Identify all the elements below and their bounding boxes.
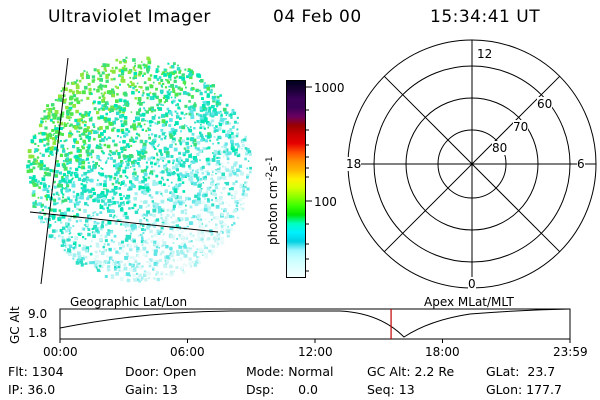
time-tick-1800: 18:00 (425, 345, 460, 359)
orbit-altitude-curve (59, 308, 571, 338)
orbit-plot-frame (59, 308, 571, 340)
apex-mlat-mlt-label: Apex MLat/MLT (424, 295, 514, 309)
geographic-latitude-value: GLat: 23.7 (486, 364, 556, 379)
colorbar-tick-100: 100 (314, 195, 337, 209)
uv-intensity-dots (26, 56, 252, 283)
time-tick-2359: 23:59 (553, 345, 588, 359)
mlat-label-60: 60 (537, 97, 553, 111)
flight-number: Flt: 1304 (8, 364, 64, 379)
sequence-value: Seq: 13 (367, 382, 415, 397)
dsp-value: Dsp: 0.0 (246, 382, 319, 397)
time-axis-ticks (59, 339, 571, 343)
polar-diagonal-line-2 (383, 75, 561, 253)
mode-value: Mode: Normal (246, 364, 334, 379)
date-label: 04 Feb 00 (273, 7, 362, 27)
geographic-latlon-label: Geographic Lat/Lon (70, 295, 188, 309)
gc-alt-tick-9: 9.0 (28, 307, 48, 321)
geographic-longitude-value: GLon: 177.7 (486, 382, 562, 397)
gc-alt-tick-1-8: 1.8 (28, 326, 48, 340)
mlt-label-18: 18 (346, 157, 362, 171)
time-tick-0600: 06:00 (170, 345, 205, 359)
gain-value: Gain: 13 (125, 382, 178, 397)
time-tick-0000: 00:00 (43, 345, 78, 359)
time-label: 15:34:41 UT (430, 7, 541, 27)
mlt-label-0: 0 (468, 277, 476, 291)
mlt-label-12: 12 (477, 47, 493, 61)
mlt-label-6: 6 (577, 157, 585, 171)
instrument-title: Ultraviolet Imager (48, 7, 211, 27)
geographic-meridian-line (40, 57, 69, 285)
mlat-label-70: 70 (513, 120, 529, 134)
gc-altitude-value: GC Alt: 2.2 Re (367, 364, 455, 379)
ip-value: IP: 36.0 (8, 382, 56, 397)
time-tick-1200: 12:00 (298, 345, 333, 359)
color-scale-bar (286, 80, 306, 278)
colorbar-tick-1000: 1000 (314, 81, 345, 95)
mlat-label-80: 80 (492, 141, 508, 155)
geographic-latitude-line (29, 211, 219, 233)
door-status: Door: Open (125, 364, 197, 379)
